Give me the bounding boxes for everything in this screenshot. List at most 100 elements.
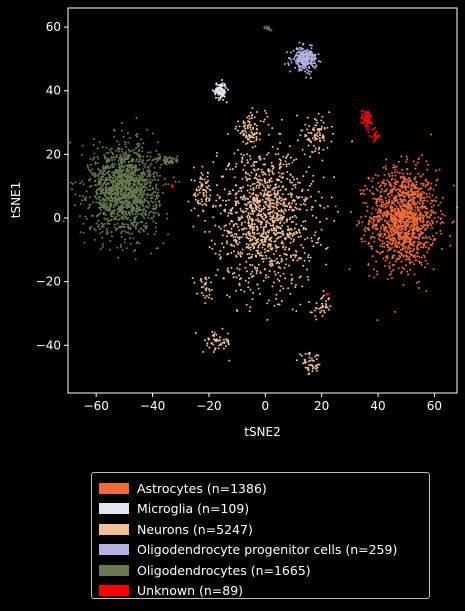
data-point (104, 177, 107, 180)
data-point (311, 214, 314, 217)
data-point (298, 231, 301, 234)
data-point (388, 265, 391, 268)
data-point (275, 262, 278, 265)
data-point (237, 190, 240, 193)
data-point (247, 233, 250, 236)
data-point (255, 255, 258, 258)
data-point (116, 140, 119, 143)
data-point (310, 47, 313, 50)
data-point (302, 220, 305, 223)
data-point (215, 88, 217, 91)
data-point (391, 246, 393, 249)
data-point (241, 158, 244, 160)
data-point (223, 83, 226, 86)
data-point (409, 228, 412, 231)
data-point (387, 235, 390, 238)
data-point (275, 219, 278, 222)
data-point (259, 272, 262, 274)
data-point (399, 216, 402, 219)
data-point (149, 155, 152, 158)
data-point (269, 222, 271, 225)
data-point (405, 189, 408, 191)
data-point (110, 219, 113, 221)
data-point (244, 176, 247, 179)
data-point (131, 173, 134, 176)
data-point (318, 127, 321, 130)
data-point (280, 242, 283, 245)
data-point (304, 70, 306, 73)
data-point (414, 191, 416, 194)
data-point (301, 196, 304, 199)
data-point (215, 274, 218, 277)
data-point (261, 246, 264, 249)
data-point (133, 180, 136, 183)
data-point (452, 220, 455, 223)
data-point (411, 214, 414, 217)
data-point (122, 177, 125, 180)
data-point (315, 216, 318, 219)
data-point (223, 229, 226, 232)
data-point (270, 260, 272, 262)
data-point (205, 198, 207, 201)
data-point (409, 220, 412, 223)
data-point (218, 204, 221, 207)
data-point (303, 56, 306, 59)
data-point (87, 166, 90, 169)
data-point (146, 178, 148, 181)
data-point (413, 254, 416, 257)
data-point (90, 184, 93, 187)
data-point (254, 267, 257, 270)
data-point (416, 161, 419, 164)
data-point (427, 220, 430, 223)
data-point (395, 219, 397, 222)
data-point (400, 238, 403, 241)
data-point (288, 145, 291, 148)
data-point (420, 216, 423, 219)
data-point (101, 189, 104, 192)
data-point (249, 155, 251, 157)
data-point (257, 240, 259, 243)
data-point (244, 172, 247, 175)
data-point (121, 189, 124, 192)
data-point (190, 209, 193, 212)
data-point (425, 178, 427, 181)
data-point (225, 224, 227, 227)
data-point (293, 238, 295, 241)
data-point (417, 240, 420, 243)
data-point (258, 132, 261, 135)
data-point (219, 249, 222, 252)
data-point (222, 93, 225, 96)
data-point (230, 244, 233, 247)
data-point (97, 183, 100, 185)
data-point (410, 244, 413, 247)
data-point (94, 162, 97, 165)
data-point (323, 309, 325, 312)
data-point (237, 252, 240, 255)
data-point (298, 68, 301, 71)
data-point (412, 212, 415, 214)
data-point (381, 182, 384, 185)
data-point (211, 330, 214, 333)
data-point (240, 196, 243, 199)
data-point (424, 210, 427, 213)
data-point (233, 176, 236, 179)
data-point (367, 125, 370, 128)
data-point (358, 222, 361, 225)
data-point (221, 341, 224, 344)
data-point (123, 226, 126, 228)
data-point (308, 166, 311, 169)
data-point (221, 199, 224, 202)
data-point (321, 134, 324, 137)
data-point (420, 246, 423, 249)
data-point (98, 169, 101, 172)
data-point (142, 159, 145, 162)
data-point (291, 216, 294, 218)
data-point (296, 51, 299, 54)
data-point (148, 169, 151, 172)
data-point (201, 183, 204, 186)
data-point (414, 167, 417, 170)
data-point (265, 203, 268, 206)
data-point (372, 220, 375, 223)
data-point (265, 215, 268, 218)
data-point (284, 246, 287, 249)
